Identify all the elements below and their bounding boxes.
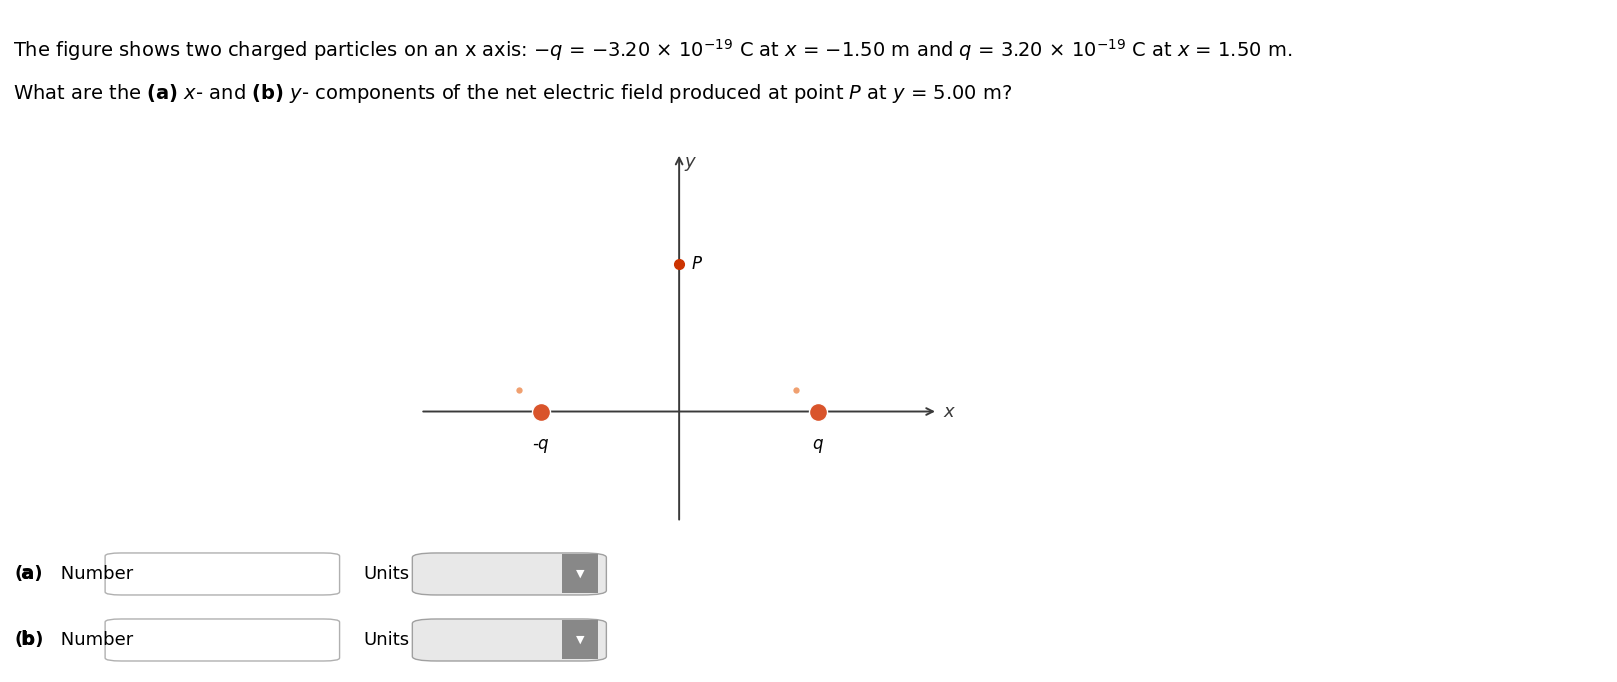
Text: The figure shows two charged particles on an x axis: $-q$ = $-$3.20 $\times$ 10$: The figure shows two charged particles o…	[13, 38, 1292, 63]
Text: -q: -q	[532, 434, 548, 453]
Text: Number: Number	[55, 631, 133, 649]
Text: Number: Number	[55, 565, 133, 583]
Text: Units: Units	[364, 631, 411, 649]
FancyBboxPatch shape	[412, 553, 606, 595]
Text: x: x	[943, 402, 954, 421]
Text: (b): (b)	[15, 631, 44, 649]
Text: What are the $\bf{(a)}$ $x$- and $\bf{(b)}$ $y$- components of the net electric : What are the $\bf{(a)}$ $x$- and $\bf{(b…	[13, 82, 1012, 105]
FancyBboxPatch shape	[105, 619, 340, 661]
Text: ▼: ▼	[576, 635, 585, 645]
Text: $\bf{a}$: $\bf{a}$	[21, 565, 34, 584]
FancyBboxPatch shape	[105, 553, 340, 595]
Text: Units: Units	[364, 565, 411, 583]
Text: y: y	[684, 153, 695, 170]
FancyBboxPatch shape	[563, 621, 598, 659]
Text: q: q	[812, 434, 823, 453]
Text: $\bf{b}$: $\bf{b}$	[21, 630, 36, 649]
FancyBboxPatch shape	[563, 554, 598, 593]
Text: (a): (a)	[15, 565, 44, 583]
Text: P: P	[690, 254, 702, 273]
FancyBboxPatch shape	[412, 619, 606, 661]
Text: ▼: ▼	[576, 569, 585, 579]
